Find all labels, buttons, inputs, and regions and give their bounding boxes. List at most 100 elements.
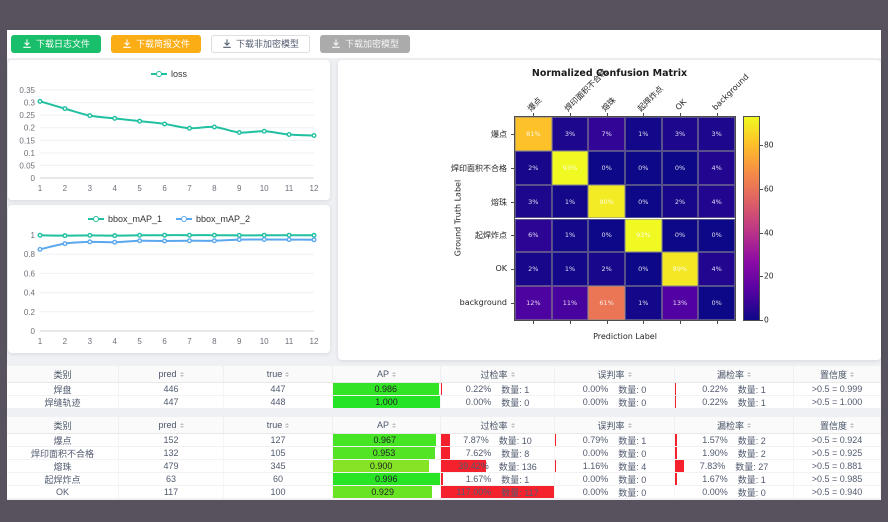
sort-icon[interactable]: [285, 421, 290, 430]
rate-cell: 0.00% 数量: 0: [441, 396, 555, 408]
column-header-3[interactable]: AP: [333, 417, 441, 433]
rate-cell: 1.67% 数量: 1: [675, 473, 794, 485]
sort-icon[interactable]: [850, 421, 854, 430]
matrix-cell: 12%: [515, 286, 552, 320]
sort-icon[interactable]: [850, 370, 854, 379]
column-header-0: 类别: [7, 417, 119, 433]
column-header-6[interactable]: 漏检率: [675, 366, 794, 382]
ap-value: 0.900: [369, 461, 393, 471]
matrix-cell: 90%: [588, 184, 625, 219]
svg-text:0.6: 0.6: [24, 269, 36, 278]
cell-pred: 447: [119, 396, 224, 408]
download-plain-model-button[interactable]: 下载非加密模型: [211, 35, 311, 53]
rate-percent: 7.62%: [465, 448, 492, 458]
matrix-cell: 3%: [515, 184, 552, 219]
rate-bar: [441, 460, 486, 472]
sort-icon[interactable]: [627, 370, 632, 379]
column-header-4[interactable]: 过检率: [441, 417, 555, 433]
column-header-6[interactable]: 漏检率: [675, 417, 794, 433]
rate-cell: 0.00% 数量: 0: [555, 473, 675, 485]
table-header-row: 类别 pred true AP 过检率 误判率 漏检率 置信度: [7, 366, 881, 383]
download-icon: [331, 39, 341, 49]
sort-icon[interactable]: [747, 370, 751, 379]
cell-true: 105: [224, 447, 333, 459]
cell-ap: 0.953: [333, 447, 441, 459]
svg-text:4: 4: [113, 184, 118, 193]
svg-text:9: 9: [237, 337, 242, 346]
matrix-cell: 0%: [661, 218, 699, 253]
colorbar-tick-label: 0: [764, 315, 769, 325]
column-header-label: 误判率: [597, 369, 625, 380]
cell-pred: 479: [119, 460, 224, 472]
matrix-row-label: 焊印面积不合格: [451, 163, 507, 173]
rate-bar: [675, 447, 678, 459]
download-encrypted-model-button[interactable]: 下载加密模型: [320, 35, 411, 53]
sort-icon[interactable]: [392, 421, 396, 430]
column-header-5[interactable]: 误判率: [555, 417, 675, 433]
sort-icon[interactable]: [510, 370, 515, 379]
legend-item-bbox_mAP_1[interactable]: bbox_mAP_1: [87, 211, 162, 227]
column-header-1[interactable]: pred: [119, 366, 224, 382]
matrix-cell: 1%: [551, 218, 589, 253]
column-header-2[interactable]: true: [224, 417, 333, 433]
legend-item-bbox_mAP_2[interactable]: bbox_mAP_2: [176, 211, 250, 227]
rate-percent: 1.90%: [702, 448, 728, 458]
cell-category: 焊缝轨迹: [7, 396, 119, 408]
download-report-button[interactable]: 下载简报文件: [111, 35, 202, 53]
rate-count: 数量: 0: [501, 397, 530, 408]
rate-percent: 1.57%: [702, 435, 728, 445]
svg-text:0: 0: [31, 327, 36, 336]
svg-text:1: 1: [38, 184, 43, 193]
svg-text:6: 6: [162, 337, 167, 346]
column-header-4[interactable]: 过检率: [441, 366, 555, 382]
sort-icon[interactable]: [392, 370, 396, 379]
column-header-label: 类别: [53, 369, 72, 380]
rate-cell: 0.00% 数量: 0: [555, 383, 675, 395]
column-header-1[interactable]: pred: [119, 417, 224, 433]
loss-line-chart[interactable]: 00.050.10.150.20.250.30.351 2 3 4 5 6 7 8 9 10 11 1…: [8, 82, 326, 196]
matrix-cell: 6%: [515, 218, 552, 253]
rate-cell: 1.16% 数量: 4: [555, 460, 675, 472]
sort-icon[interactable]: [510, 421, 515, 430]
sort-icon[interactable]: [179, 421, 184, 430]
svg-text:6: 6: [162, 184, 167, 193]
sort-icon[interactable]: [285, 370, 290, 379]
sort-icon[interactable]: [179, 370, 184, 379]
rate-percent: 0.79%: [582, 435, 609, 445]
cell-ap: 0.996: [333, 473, 441, 485]
column-header-5[interactable]: 误判率: [555, 366, 675, 382]
cell-true: 60: [224, 473, 333, 485]
rate-bar: [675, 460, 685, 472]
rate-count: 数量: 1: [737, 474, 766, 485]
rate-cell: 7.87% 数量: 10: [441, 434, 555, 446]
rate-count: 数量: 0: [618, 448, 647, 459]
bbox-map-line-chart[interactable]: 00.20.40.60.811 2 3 4 5 6 7 8 9 10 11 12: [8, 227, 326, 349]
legend-marker-icon: [176, 215, 192, 223]
table-row: 熔珠 479 345 0.900 39.42% 数量: 136 1.16% 数量: 4 7.83…: [7, 460, 881, 473]
rate-cell: 1.57% 数量: 2: [675, 434, 794, 446]
cell-pred: 63: [119, 473, 224, 485]
legend-item-loss[interactable]: loss: [150, 66, 187, 82]
svg-text:1: 1: [38, 337, 43, 346]
column-header-2[interactable]: true: [224, 366, 333, 382]
download-report-label: 下载简报文件: [136, 38, 191, 49]
sort-icon[interactable]: [747, 421, 751, 430]
column-header-7[interactable]: 置信度: [794, 366, 881, 382]
column-header-label: 漏检率: [716, 420, 744, 431]
sort-icon[interactable]: [627, 421, 632, 430]
ap-value: 0.996: [375, 474, 398, 484]
svg-text:10: 10: [260, 337, 269, 346]
rate-percent: 117.00%: [456, 487, 492, 497]
download-icon: [22, 39, 32, 49]
matrix-column-label: 爆点: [526, 95, 544, 114]
column-header-7[interactable]: 置信度: [794, 417, 881, 433]
colorbar-tick-label: 80: [764, 140, 774, 150]
matrix-column-label: OK: [673, 97, 689, 112]
rate-cell: 0.22% 数量: 1: [675, 396, 794, 408]
column-header-3[interactable]: AP: [333, 366, 441, 382]
rate-bar: [675, 396, 676, 408]
confusion-matrix-grid[interactable]: 81% 3% 7% 1% 3% 3% 2% 93% 0% 0% 0% 4% 3% 1% 90% 0% 2% 4% 6…: [514, 116, 736, 321]
download-log-button[interactable]: 下载日志文件: [11, 35, 102, 53]
svg-text:0.2: 0.2: [24, 124, 36, 133]
